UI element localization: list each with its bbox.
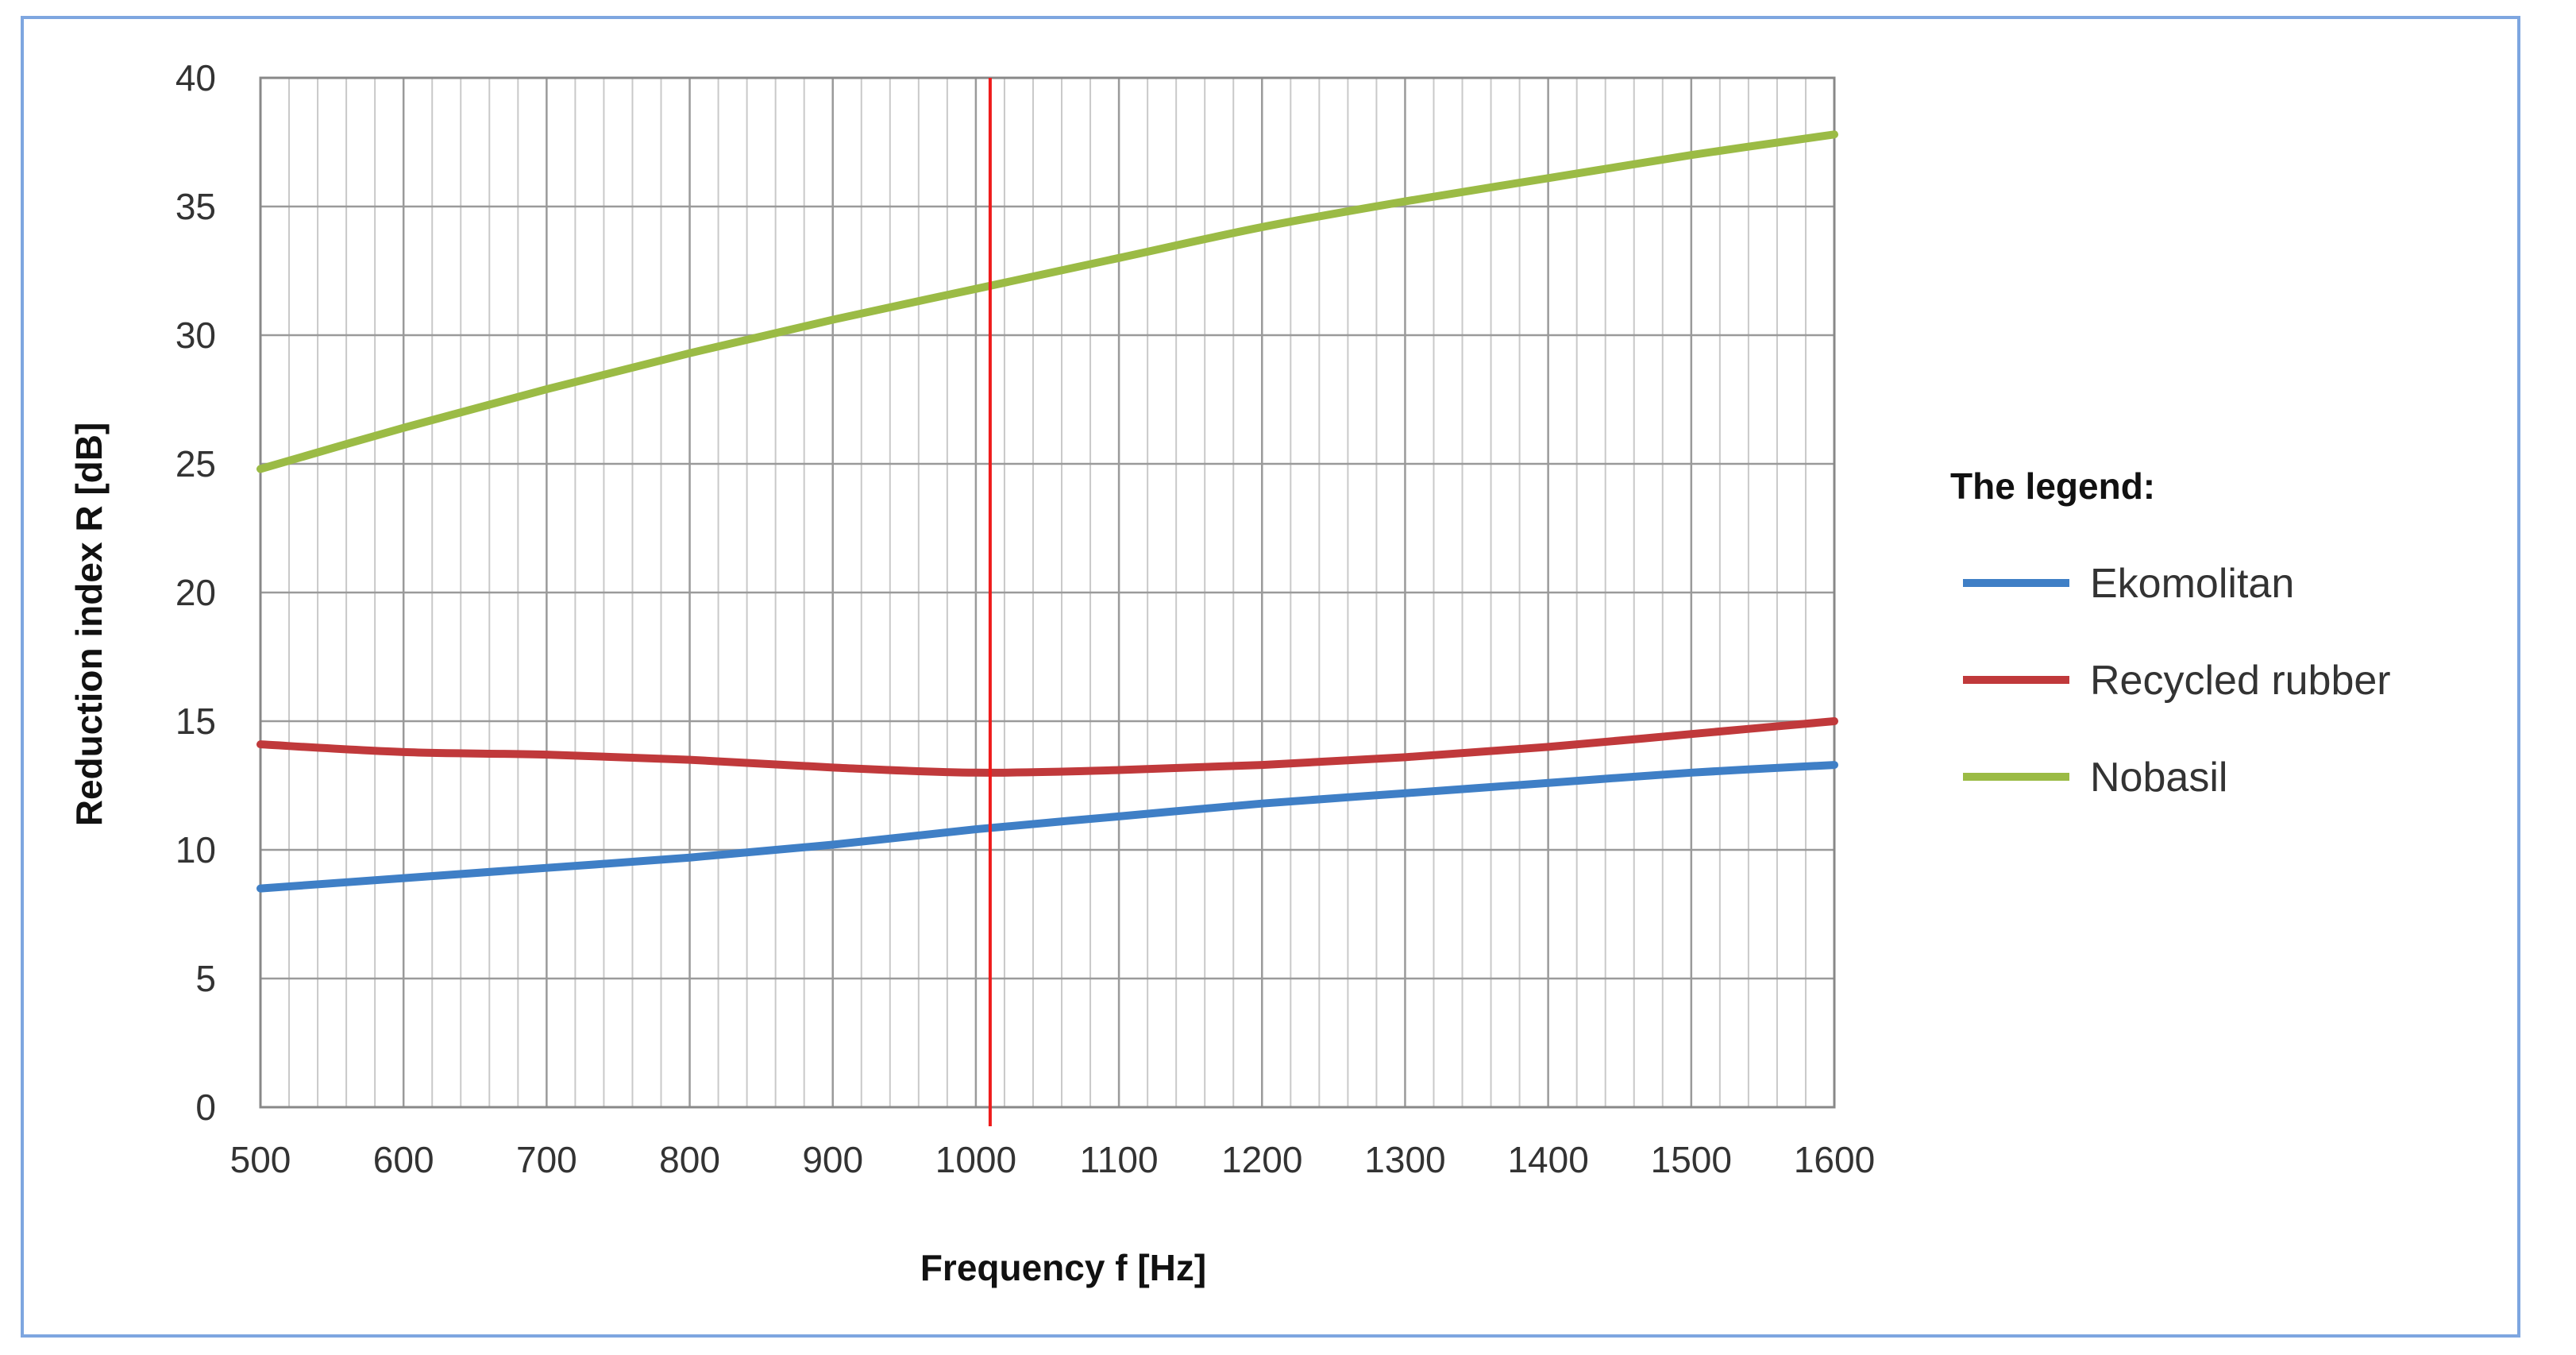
legend-title: The legend: [1950,465,2155,507]
x-tick-label: 1200 [1221,1139,1302,1180]
x-tick-label: 600 [373,1139,434,1180]
x-tick-label: 1300 [1364,1139,1445,1180]
series-line-nobasil [256,130,1838,473]
plot-area-border [259,76,1836,1109]
y-tick-label: 15 [175,701,216,742]
x-tick-label: 900 [802,1139,863,1180]
x-tick-label: 1100 [1080,1139,1159,1180]
series-lines [256,130,1838,893]
legend: The legend: Ekomolitan Recycled rubber Nob… [1950,465,2391,801]
legend-label: Nobasil [2090,755,2227,801]
legend-items: Ekomolitan Recycled rubber Nobasil [1963,561,2391,801]
chart-frame [21,16,2520,1338]
y-tick-labels: 0 5 10 15 20 25 30 35 40 [175,57,216,1128]
y-tick-label: 10 [175,829,216,871]
x-tick-label: 1400 [1507,1139,1588,1180]
legend-label: Ekomolitan [2090,561,2294,607]
x-tick-label: 1500 [1651,1139,1732,1180]
series-line-ekomolitan [256,761,1838,893]
x-axis-title: Frequency f [Hz] [920,1247,1206,1288]
series-line-recycled-rubber [256,717,1838,777]
x-tick-label: 800 [659,1139,720,1180]
x-tick-label: 700 [516,1139,577,1180]
y-tick-label: 25 [175,443,216,484]
x-tick-label: 1000 [935,1139,1016,1180]
x-tick-label: 500 [230,1139,291,1180]
y-tick-label: 0 [195,1087,216,1128]
legend-label: Recycled rubber [2090,658,2391,704]
y-axis-title: Reduction index R [dB] [68,423,110,827]
x-tick-label: 1600 [1794,1139,1875,1180]
y-tick-label: 35 [175,186,216,227]
x-tick-labels: 500 600 700 800 900 1000 1100 1200 1300 1400 1500 1… [230,1139,1876,1180]
major-gridlines [259,76,1836,1109]
y-tick-label: 30 [175,315,216,356]
y-tick-label: 20 [175,572,216,613]
y-tick-label: 40 [175,57,216,98]
y-tick-label: 5 [195,958,216,999]
